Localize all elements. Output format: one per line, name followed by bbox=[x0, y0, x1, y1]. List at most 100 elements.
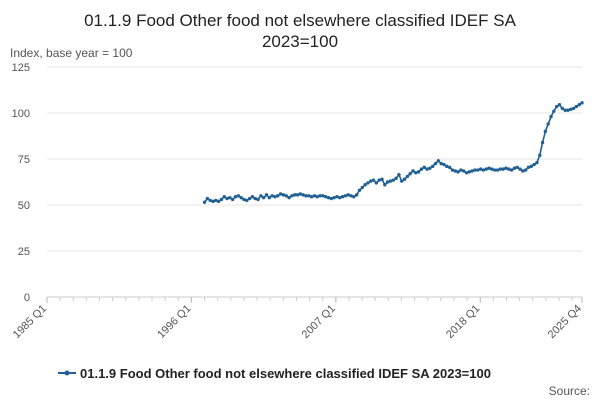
data-point bbox=[292, 193, 297, 197]
data-point bbox=[546, 122, 550, 126]
data-point bbox=[577, 103, 581, 107]
grid-layer bbox=[46, 66, 583, 303]
data-point bbox=[309, 195, 314, 199]
data-point bbox=[405, 174, 410, 179]
data-point bbox=[580, 101, 584, 105]
chart-title-line-1: 01.1.9 Food Other food not elsewhere cla… bbox=[84, 11, 517, 30]
data-point bbox=[521, 169, 525, 173]
data-point bbox=[453, 169, 457, 173]
data-point bbox=[481, 168, 486, 172]
data-point bbox=[394, 176, 398, 181]
data-point bbox=[346, 193, 350, 197]
data-point bbox=[256, 197, 260, 202]
legend: 01.1.9 Food Other food not elsewhere cla… bbox=[58, 366, 491, 381]
data-point bbox=[543, 129, 548, 134]
data-point bbox=[225, 196, 229, 201]
data-point bbox=[233, 195, 238, 199]
x-tick-label: 2018 Q1 bbox=[444, 303, 482, 341]
data-point bbox=[476, 168, 480, 172]
data-point bbox=[504, 166, 508, 170]
series-line bbox=[203, 102, 583, 203]
data-point bbox=[267, 195, 272, 200]
data-point bbox=[501, 167, 505, 171]
data-point bbox=[323, 195, 328, 199]
data-point bbox=[228, 195, 232, 200]
data-point bbox=[236, 194, 241, 198]
data-point bbox=[242, 197, 246, 202]
data-point bbox=[239, 195, 243, 200]
data-point bbox=[490, 167, 494, 171]
data-point bbox=[411, 169, 415, 173]
x-tick-labels: 1985 Q1 1996 Q1 2007 Q1 2018 Q1 2025 Q4 bbox=[11, 303, 584, 341]
data-point bbox=[245, 198, 249, 203]
data-point bbox=[298, 192, 303, 196]
data-point bbox=[566, 108, 570, 112]
data-point bbox=[343, 194, 348, 198]
data-point bbox=[219, 197, 224, 202]
data-point bbox=[554, 104, 559, 109]
data-point bbox=[422, 165, 426, 169]
data-point bbox=[540, 140, 545, 145]
data-point bbox=[278, 192, 283, 196]
data-point bbox=[456, 170, 460, 174]
data-point bbox=[549, 114, 553, 119]
data-point bbox=[388, 179, 393, 183]
y-tick-labels: 0 25 50 75 100 125 bbox=[12, 62, 30, 304]
x-tick-label: 2007 Q1 bbox=[300, 303, 338, 341]
data-point bbox=[307, 194, 311, 198]
data-point bbox=[487, 166, 491, 170]
data-point bbox=[287, 195, 291, 200]
data-point bbox=[495, 168, 500, 172]
data-point bbox=[571, 106, 576, 111]
data-point bbox=[273, 195, 277, 199]
data-point bbox=[332, 195, 336, 200]
data-point bbox=[436, 159, 441, 163]
source-label: Source: bbox=[549, 384, 590, 398]
data-point bbox=[535, 160, 539, 165]
data-point bbox=[507, 167, 511, 171]
data-point bbox=[425, 167, 429, 171]
data-point bbox=[264, 193, 269, 197]
data-point bbox=[470, 169, 474, 173]
data-point bbox=[247, 196, 252, 201]
data-point bbox=[492, 168, 497, 172]
data-point bbox=[439, 161, 443, 166]
data-point bbox=[512, 166, 517, 170]
data-point bbox=[532, 162, 536, 167]
data-point bbox=[360, 185, 364, 190]
data-point bbox=[431, 164, 435, 169]
data-point bbox=[433, 161, 438, 166]
data-point bbox=[304, 194, 308, 198]
data-point bbox=[442, 162, 446, 167]
legend-marker-swatch bbox=[64, 370, 70, 376]
data-point bbox=[509, 168, 514, 172]
data-point bbox=[335, 195, 339, 199]
data-point bbox=[326, 195, 331, 200]
data-point bbox=[400, 179, 404, 183]
legend-entry-label: 01.1.9 Food Other food not elsewhere cla… bbox=[80, 366, 491, 381]
x-tick-label: 1985 Q1 bbox=[11, 303, 49, 341]
series-layer bbox=[202, 101, 584, 204]
data-point bbox=[270, 194, 274, 198]
data-point bbox=[450, 168, 455, 172]
data-point bbox=[529, 164, 533, 169]
data-point bbox=[312, 194, 317, 198]
data-point bbox=[363, 183, 367, 187]
x-tick-label: 1996 Q1 bbox=[155, 303, 193, 341]
x-tick-label: 2025 Q4 bbox=[546, 303, 584, 341]
y-axis-label: Index, base year = 100 bbox=[10, 46, 133, 60]
data-point bbox=[281, 193, 286, 197]
data-point bbox=[222, 195, 226, 199]
data-point bbox=[526, 165, 531, 169]
data-point bbox=[253, 196, 257, 201]
data-point bbox=[385, 180, 390, 184]
data-point bbox=[321, 194, 325, 198]
data-point bbox=[262, 195, 266, 200]
data-point bbox=[402, 177, 407, 181]
data-point bbox=[301, 193, 305, 197]
data-point bbox=[380, 177, 384, 181]
data-point bbox=[447, 165, 452, 169]
data-point bbox=[563, 108, 567, 112]
